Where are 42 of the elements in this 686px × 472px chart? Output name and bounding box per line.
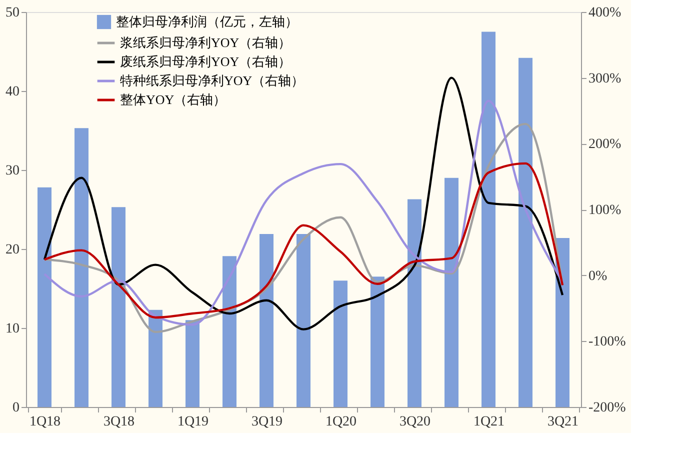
bar [296,234,310,407]
bar [186,320,200,407]
legend-label: 整体YOY（右轴） [120,92,226,107]
bar [556,238,570,407]
line-series [43,162,564,319]
x-tick-label: 3Q18 [103,414,135,430]
y2-tick-label: 400% [588,6,622,20]
y2-tick-label: 200% [588,137,622,152]
bar [38,187,52,407]
legend-label: 浆纸系归母净利YOY（右轴） [120,35,292,50]
bar [444,178,458,407]
x-tick-label: 1Q19 [177,414,209,430]
bar [370,276,384,407]
y2-tick-label: 0% [588,268,608,284]
bar [222,256,236,407]
y2-tick-label: 100% [588,203,622,218]
bar [74,128,88,407]
y-tick-label: 10 [6,322,20,336]
y-tick-label: 40 [6,84,20,100]
bar [408,199,422,407]
legend-label: 特种纸系归母净利YOY（右轴） [120,73,304,88]
y-tick-label: 20 [6,242,20,258]
bar [260,234,274,407]
legend-label: 整体归母净利润（亿元，左轴） [116,14,298,29]
y2-tick-label: 300% [588,71,622,86]
legend-label: 废纸系归母净利YOY（右轴） [120,54,292,69]
x-tick-label: 3Q19 [251,414,283,430]
y2-tick-label: -200% [588,400,626,416]
y2-tick-label: -100% [588,334,626,350]
x-tick-label: 3Q21 [547,414,579,430]
x-tick-label: 1Q18 [29,414,61,430]
bar [148,310,162,407]
bar [334,280,348,407]
y-tick-label: 50 [6,6,20,20]
x-tick-label: 1Q20 [325,414,357,430]
bar [518,58,532,407]
y-tick-label: 0 [12,400,20,416]
bar [112,207,126,407]
bar [482,32,496,407]
x-tick-label: 1Q21 [473,414,505,430]
y-tick-label: 30 [6,164,20,178]
x-tick-label: 3Q20 [399,414,431,430]
